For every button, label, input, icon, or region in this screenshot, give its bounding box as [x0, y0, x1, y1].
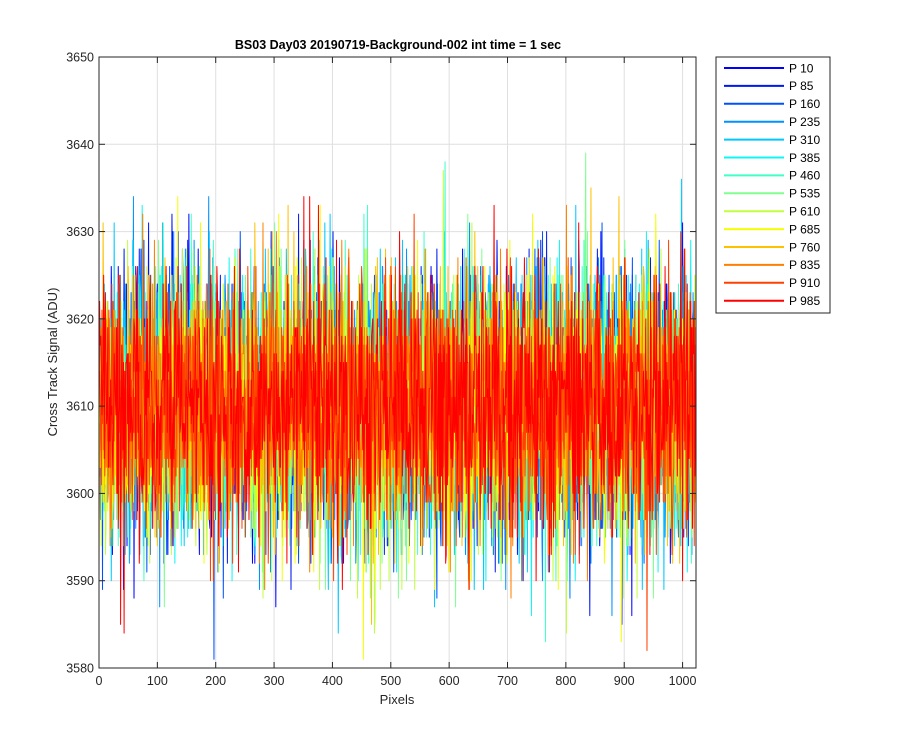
x-tick-label: 400 — [322, 674, 343, 688]
axis-ticks: 0 100 200 300 400 500 600 700 800 900 1000 3580 3590… — [66, 51, 696, 689]
y-tick-label: 3600 — [66, 487, 94, 501]
legend-entry-label: P 985 — [789, 294, 820, 308]
x-tick-label: 300 — [264, 674, 285, 688]
legend-entry-label: P 310 — [789, 133, 820, 147]
legend-entry-label: P 835 — [789, 258, 820, 272]
y-tick-label: 3640 — [66, 138, 94, 152]
chart-title: BS03 Day03 20190719-Background-002 int t… — [235, 38, 561, 52]
x-tick-label: 600 — [439, 674, 460, 688]
x-tick-label: 200 — [205, 674, 226, 688]
y-tick-label: 3620 — [66, 312, 94, 326]
legend-entry-label: P 385 — [789, 151, 820, 165]
y-tick-label: 3590 — [66, 574, 94, 588]
legend-entry-label: P 85 — [789, 79, 814, 93]
y-tick-label: 3580 — [66, 662, 94, 676]
legend-entry-label: P 535 — [789, 187, 820, 201]
x-tick-label: 800 — [555, 674, 576, 688]
x-tick-label: 0 — [96, 674, 103, 688]
data-series-layer — [98, 152, 697, 660]
y-tick-label: 3610 — [66, 400, 94, 414]
legend-entry-label: P 235 — [789, 115, 820, 129]
legend-entry-label: P 160 — [789, 97, 820, 111]
legend: P 10 P 85 P 160 P 235 P 310 P 385 P 460 P 535 P … — [715, 56, 831, 314]
legend-entry-label: P 10 — [789, 61, 814, 75]
series-line-p-910 — [99, 213, 697, 652]
x-axis-label: Pixels — [380, 692, 415, 707]
legend-box — [715, 56, 831, 314]
legend-entry-label: P 760 — [789, 240, 820, 254]
x-tick-label: 100 — [147, 674, 168, 688]
x-tick-label: 1000 — [669, 674, 697, 688]
legend-entry-label: P 610 — [789, 205, 820, 219]
y-tick-label: 3650 — [66, 51, 94, 65]
legend-entry-label: P 460 — [789, 169, 820, 183]
y-axis-label: Cross Track Signal (ADU) — [45, 288, 60, 437]
plot-frame — [98, 56, 697, 669]
x-tick-label: 700 — [497, 674, 518, 688]
x-tick-label: 500 — [380, 674, 401, 688]
legend-entry-label: P 910 — [789, 276, 820, 290]
legend-entry-label: P 685 — [789, 222, 820, 236]
series-line-p-985 — [98, 196, 697, 634]
y-tick-label: 3630 — [66, 225, 94, 239]
x-tick-label: 900 — [614, 674, 635, 688]
